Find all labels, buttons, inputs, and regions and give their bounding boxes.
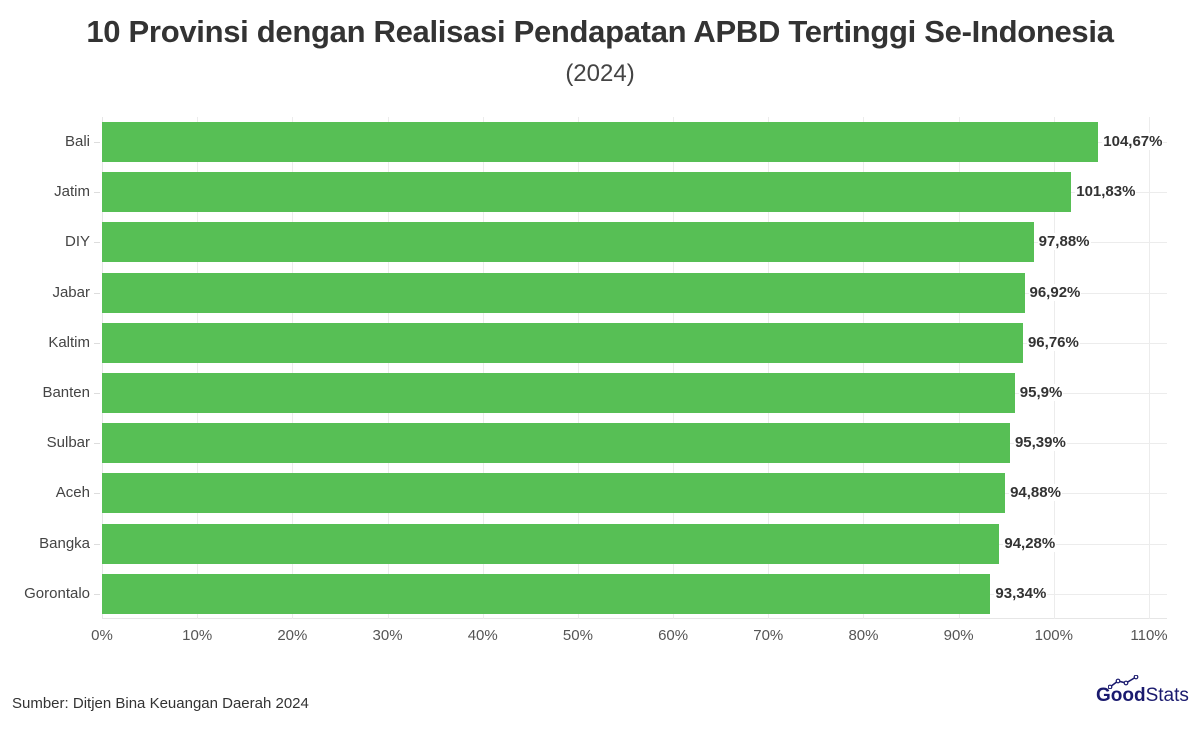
bar-kaltim	[102, 322, 1023, 363]
category-label: Jatim	[54, 183, 90, 201]
category-label: Sulbar	[46, 434, 90, 452]
x-gridline	[958, 117, 960, 619]
x-tick-label: 60%	[658, 627, 689, 644]
logo-light-text: Stats	[1145, 685, 1189, 706]
x-tick-label: 110%	[1130, 627, 1168, 644]
y-gridline	[1033, 242, 1167, 244]
bar-jabar	[102, 272, 1025, 313]
value-label: 97,88%	[1037, 233, 1091, 251]
value-label: 95,9%	[1018, 384, 1064, 401]
bar-jatim	[102, 172, 1072, 213]
x-tick-label: 0%	[91, 627, 113, 644]
chart-title: 10 Provinsi dengan Realisasi Pendapatan …	[86, 14, 1114, 49]
value-label: 93,34%	[994, 584, 1048, 602]
y-gridline	[1024, 292, 1167, 294]
value-label: 96,92%	[1028, 283, 1082, 301]
category-label: Aceh	[55, 484, 90, 502]
x-gridline	[482, 117, 484, 619]
x-gridline	[673, 117, 675, 619]
logo-bold-text: Good	[1096, 685, 1146, 706]
category-label: DIY	[64, 233, 90, 251]
y-gridline	[1014, 393, 1167, 394]
category-label: Kaltim	[48, 333, 90, 351]
goodstats-logo: GoodStats	[1096, 675, 1189, 707]
x-gridline	[768, 117, 770, 619]
x-tick-label: 30%	[372, 627, 403, 644]
y-gridline	[1005, 493, 1167, 495]
value-label: 101,83%	[1075, 183, 1137, 201]
x-gridline	[197, 117, 199, 619]
value-label: 94,88%	[1009, 484, 1062, 502]
x-axis-line	[102, 618, 1167, 619]
x-tick-label: 50%	[562, 627, 593, 644]
x-gridline	[1053, 117, 1055, 619]
bar-sulbar	[102, 423, 1010, 464]
category-label: Jabar	[52, 283, 90, 301]
x-gridline	[863, 117, 865, 619]
y-tick	[94, 142, 100, 143]
x-tick-label: 10%	[182, 627, 213, 644]
value-label: 104,67%	[1102, 133, 1164, 150]
x-tick-label: 70%	[753, 627, 784, 644]
category-label: Bali	[64, 133, 90, 150]
y-axis-line	[102, 117, 103, 619]
chart-subtitle: (2024)	[565, 60, 635, 87]
bar-banten	[102, 373, 1015, 413]
bar-diy	[102, 222, 1034, 263]
y-tick	[94, 393, 100, 394]
x-gridline	[1149, 117, 1150, 619]
y-tick	[94, 543, 100, 545]
y-tick	[94, 443, 100, 445]
value-label: 96,76%	[1026, 333, 1080, 351]
plot-area: 104,67% 101,83% 97,88% 96,92% 96,76% 95,9% 95,…	[102, 117, 1167, 619]
bar-bangka	[102, 523, 1000, 564]
source-note: Sumber: Ditjen Bina Keuangan Daerah 2024	[12, 695, 309, 712]
y-tick	[94, 493, 100, 495]
y-tick	[94, 593, 100, 595]
category-label: Bangka	[39, 534, 90, 552]
x-tick-label: 90%	[943, 627, 974, 644]
x-tick-label: 80%	[848, 627, 879, 644]
y-tick	[94, 242, 100, 244]
value-label: 95,39%	[1013, 434, 1067, 452]
trend-line-icon	[1108, 675, 1139, 689]
y-gridline	[1009, 443, 1167, 445]
x-tick-label: 20%	[277, 627, 308, 644]
y-tick	[94, 342, 100, 344]
bar-gorontalo	[102, 573, 991, 614]
y-gridline	[999, 543, 1167, 545]
value-label: 94,28%	[1003, 534, 1057, 552]
x-gridline	[387, 117, 389, 619]
bar-aceh	[102, 473, 1006, 514]
y-tick	[94, 192, 100, 194]
x-tick-label: 100%	[1034, 627, 1073, 644]
x-gridline	[292, 117, 294, 619]
x-tick-label: 40%	[467, 627, 498, 644]
bar-bali	[102, 122, 1099, 162]
y-gridline	[990, 593, 1167, 595]
category-label: Banten	[42, 384, 90, 401]
x-gridline	[577, 117, 579, 619]
y-tick	[94, 292, 100, 294]
category-label: Gorontalo	[24, 584, 90, 602]
y-gridline	[1022, 342, 1167, 344]
